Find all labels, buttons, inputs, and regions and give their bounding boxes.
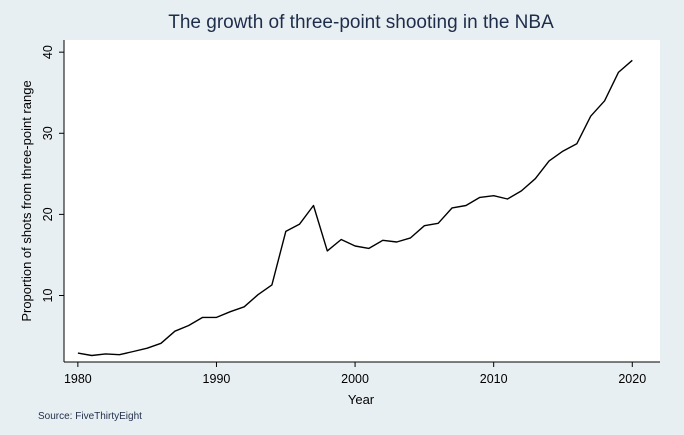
x-axis-label: Year [348, 392, 375, 407]
y-tick-label: 10 [41, 288, 55, 302]
x-tick-label: 1990 [203, 372, 231, 386]
plot-area [64, 40, 660, 362]
y-axis-label: Proportion of shots from three-point ran… [19, 80, 34, 321]
x-tick-label: 2000 [341, 372, 369, 386]
chart-title: The growth of three-point shooting in th… [168, 12, 554, 33]
y-tick-label: 40 [41, 45, 55, 59]
x-tick-label: 2010 [480, 372, 508, 386]
y-tick-label: 20 [41, 207, 55, 221]
y-tick-label: 30 [41, 126, 55, 140]
x-axis-ticks: 1980 1990 2000 2010 2020 [64, 362, 646, 386]
x-tick-label: 2020 [618, 372, 646, 386]
x-tick-label: 1980 [64, 372, 92, 386]
source-note: Source: FiveThirtyEight [38, 411, 142, 422]
series-line-three-point-share [77, 59, 633, 357]
y-axis-ticks: 10 20 30 40 [41, 45, 64, 302]
